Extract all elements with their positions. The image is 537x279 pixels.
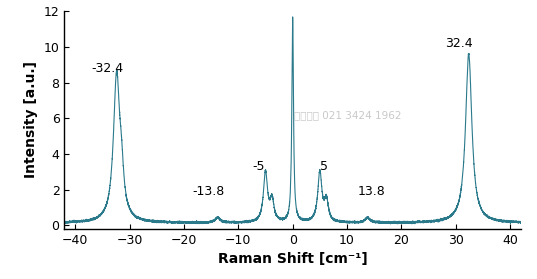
Text: -32.4: -32.4 [92,62,124,75]
Y-axis label: Intensity [a.u.]: Intensity [a.u.] [24,61,38,179]
Text: 5: 5 [320,160,328,173]
Text: -5: -5 [253,160,265,173]
Text: 32.4: 32.4 [445,37,472,50]
Text: -13.8: -13.8 [192,185,224,198]
X-axis label: Raman Shift [cm⁻¹]: Raman Shift [cm⁻¹] [218,252,367,266]
Text: 13.8: 13.8 [358,185,386,198]
Text: 昕星光电 021 3424 1962: 昕星光电 021 3424 1962 [294,110,401,121]
